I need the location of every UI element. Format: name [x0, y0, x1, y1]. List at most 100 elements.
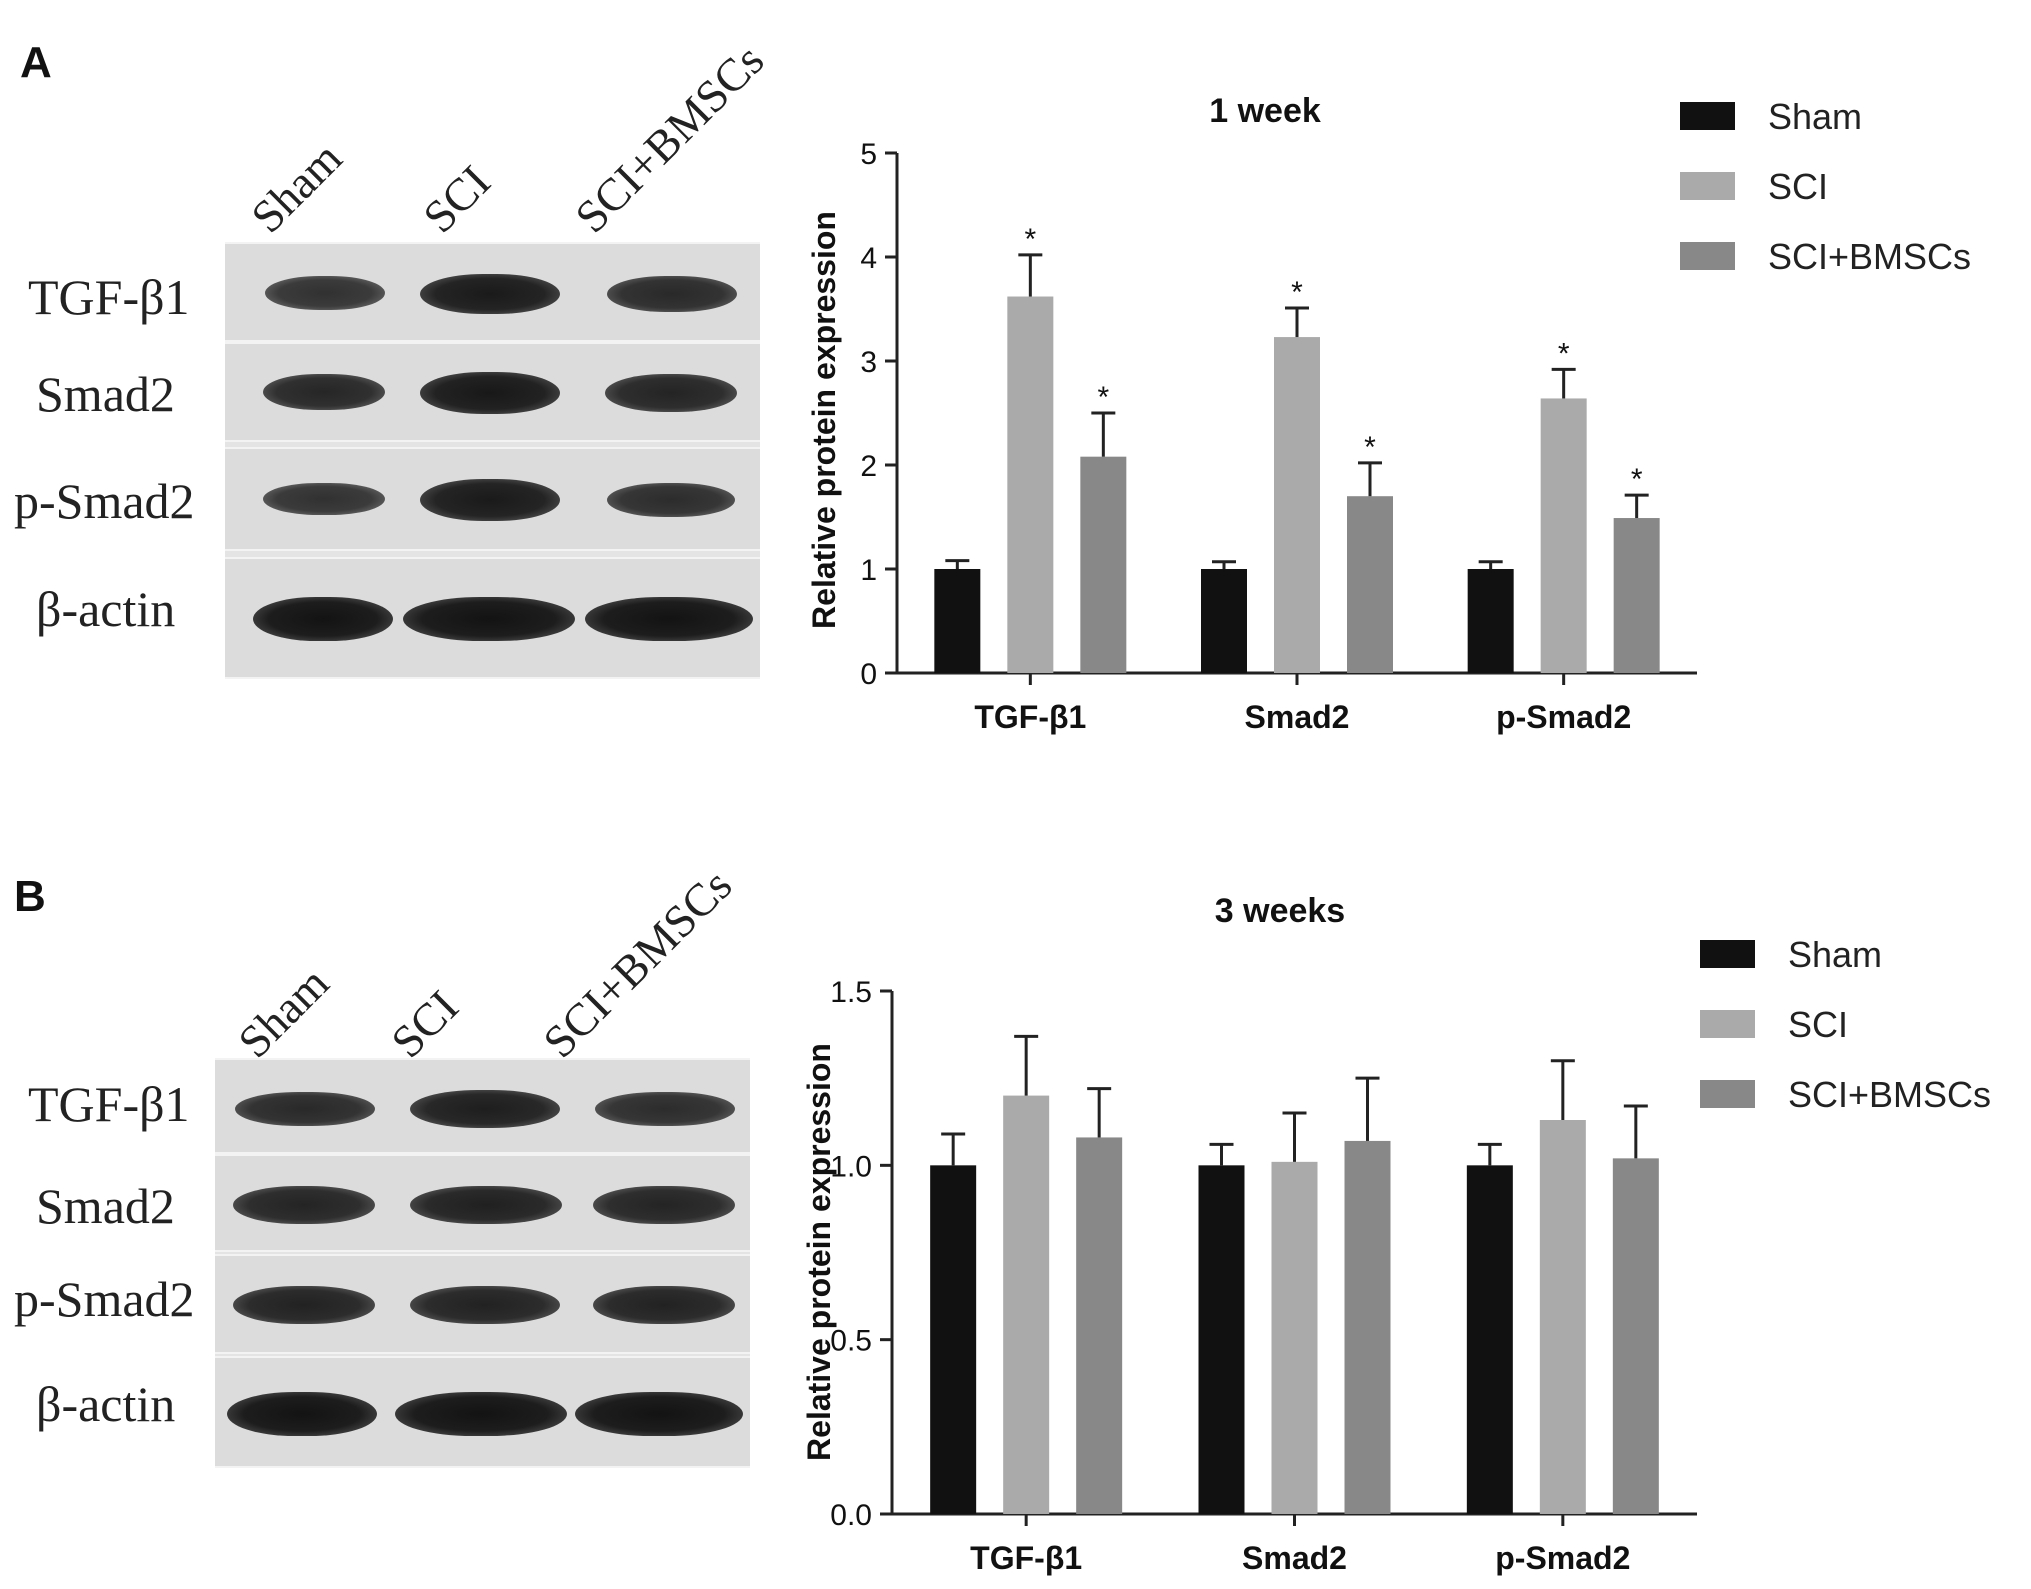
legend-swatch: [1680, 172, 1735, 200]
bar: [1003, 1095, 1050, 1514]
band: [420, 372, 560, 414]
blot-row-label: Smad2: [36, 1178, 175, 1234]
blot-strip: [215, 1154, 750, 1252]
x-tick-label: Smad2: [1242, 1540, 1347, 1576]
x-tick-label: p-Smad2: [1495, 1540, 1630, 1576]
bar: [1271, 1161, 1318, 1514]
blot-strip: [225, 557, 760, 679]
bar: [1613, 518, 1660, 673]
blot-membrane: [215, 1058, 750, 1468]
y-tick-label: 2: [860, 450, 877, 483]
panel-label-b: B: [14, 872, 46, 921]
legend-label: Sham: [1768, 96, 1862, 137]
blot-row-label: p-Smad2: [14, 473, 195, 529]
band: [420, 479, 560, 521]
significance-marker: *: [1097, 381, 1109, 414]
legend-swatch: [1680, 102, 1735, 130]
x-tick-label: TGF-β1: [970, 1540, 1082, 1576]
chart-legend: Sham SCI SCI+BMSCs: [1700, 934, 1991, 1115]
bar: [1347, 496, 1393, 673]
chart-title: 1 week: [1209, 92, 1321, 130]
blot-strip: [215, 1058, 750, 1154]
y-tick-label: 0: [860, 658, 877, 691]
legend-label: SCI+BMSCs: [1768, 236, 1971, 277]
bar: [1274, 337, 1320, 673]
bar: [934, 569, 981, 673]
band: [607, 483, 735, 517]
band: [263, 374, 385, 410]
band: [605, 374, 737, 412]
bar: [1466, 1165, 1513, 1514]
band: [410, 1286, 560, 1324]
y-axis-label: Relative protein expression: [806, 211, 842, 629]
significance-marker: *: [1291, 276, 1303, 309]
band: [593, 1186, 735, 1224]
band: [233, 1286, 375, 1324]
panel-label-a: A: [20, 38, 52, 87]
y-tick-label: 5: [860, 138, 877, 171]
blot-row-label: Smad2: [36, 366, 175, 422]
band: [395, 1392, 567, 1436]
blot-row-label: β-actin: [36, 581, 176, 637]
bar: [1612, 1158, 1659, 1514]
blot-strip: [215, 1356, 750, 1468]
band: [233, 1186, 375, 1224]
bar: [1007, 296, 1054, 673]
band: [575, 1392, 743, 1436]
band: [253, 597, 393, 641]
band: [595, 1092, 735, 1126]
bar: [1344, 1140, 1391, 1514]
band: [410, 1186, 562, 1224]
plot-area: 0.0 0.5 1.0 1.5 TGF-β1 Smad2 p-Smad2: [830, 976, 1697, 1576]
band: [403, 597, 575, 641]
bar: [1076, 1137, 1123, 1514]
legend-swatch: [1680, 242, 1735, 270]
bar: [1540, 398, 1587, 673]
y-tick-label: 4: [860, 242, 877, 275]
blot-row-label: β-actin: [36, 1376, 176, 1432]
blot-row-label: TGF-β1: [28, 269, 190, 325]
bar: [930, 1165, 977, 1514]
y-tick-label: 0.5: [830, 1325, 872, 1358]
y-tick-label: 3: [860, 346, 877, 379]
significance-marker: *: [1364, 431, 1376, 464]
legend-label: SCI: [1788, 1004, 1848, 1045]
significance-marker: *: [1631, 463, 1643, 496]
band: [420, 274, 560, 314]
bar: [1080, 456, 1127, 673]
y-tick-label: 1.5: [830, 976, 872, 1009]
legend-label: SCI+BMSCs: [1788, 1074, 1991, 1115]
bar: [1201, 569, 1247, 673]
legend-label: Sham: [1788, 934, 1882, 975]
blot-strip: [225, 242, 760, 342]
x-tick-label: p-Smad2: [1496, 699, 1631, 735]
band: [227, 1392, 377, 1436]
legend-swatch: [1700, 1080, 1755, 1108]
bar: [1539, 1120, 1586, 1514]
band: [410, 1090, 560, 1128]
band: [235, 1092, 375, 1126]
blot-strip: [225, 447, 760, 551]
blot-row-label: TGF-β1: [28, 1076, 190, 1132]
bar: [1467, 569, 1514, 673]
blot-membrane: [225, 242, 760, 679]
plot-area: 0 1 2 3 4 5 TGF-β1 * * Smad2 * * p-Smad2 * *: [860, 138, 1697, 735]
significance-marker: *: [1558, 337, 1570, 370]
y-axis-label: Relative protein expression: [801, 1043, 837, 1461]
x-tick-label: Smad2: [1245, 699, 1350, 735]
y-tick-label: 1.0: [830, 1150, 872, 1183]
blot-row-label: p-Smad2: [14, 1271, 195, 1327]
y-tick-label: 1: [860, 554, 877, 587]
legend-label: SCI: [1768, 166, 1828, 207]
band: [263, 483, 385, 515]
bar: [1198, 1165, 1245, 1514]
band: [585, 597, 753, 641]
blot-strip: [215, 1254, 750, 1354]
band: [607, 276, 737, 312]
y-tick-label: 0.0: [830, 1499, 872, 1532]
chart-legend: Sham SCI SCI+BMSCs: [1680, 96, 1971, 277]
blot-strip: [225, 342, 760, 442]
band: [593, 1286, 735, 1324]
